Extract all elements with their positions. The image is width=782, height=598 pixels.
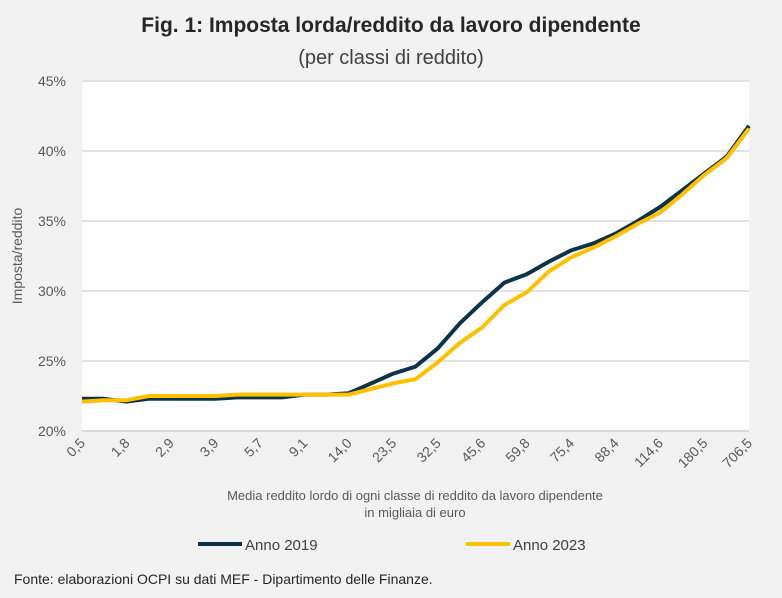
chart-title: Fig. 1: Imposta lorda/reddito da lavoro … (141, 14, 640, 37)
x-tick-label: 2,9 (152, 435, 177, 460)
legend: Anno 2019 Anno 2023 (198, 537, 586, 554)
y-axis-label: Imposta/reddito (9, 208, 25, 305)
x-tick-label: 14,0 (324, 435, 355, 466)
x-tick-label: 180,5 (675, 435, 711, 471)
series-line-anno-2023 (81, 127, 751, 404)
x-axis-label-line1: Media reddito lordo di ogni classe di re… (227, 488, 603, 503)
x-tick-label: 59,8 (502, 435, 533, 466)
x-axis-label-line2: in migliaia di euro (364, 505, 465, 520)
y-tick-label: 40% (38, 143, 66, 159)
legend-label-2019: Anno 2019 (245, 537, 318, 554)
x-tick-label: 75,4 (547, 435, 578, 466)
x-tick-label: 1,8 (108, 435, 133, 460)
x-tick-label: 23,5 (369, 435, 400, 466)
x-tick-label: 88,4 (591, 435, 622, 466)
x-tick-label: 3,9 (196, 435, 221, 460)
chart-subtitle: (per classi di reddito) (298, 47, 484, 69)
x-tick-label: 5,7 (241, 435, 266, 460)
y-tick-label: 20% (38, 423, 66, 439)
series-line-anno-2019 (82, 124, 751, 404)
y-tick-label: 30% (38, 283, 66, 299)
x-tick-label: 9,1 (285, 435, 310, 460)
plot-area (82, 81, 749, 431)
x-tick-label: 114,6 (631, 435, 667, 471)
legend-label-2023: Anno 2023 (513, 537, 586, 554)
y-tick-label: 35% (38, 213, 66, 229)
y-tick-label: 25% (38, 353, 66, 369)
x-tick-label: 0,5 (63, 435, 88, 460)
x-tick-label: 706,5 (719, 435, 755, 471)
x-tick-label: 45,6 (458, 435, 489, 466)
source-note: Fonte: elaborazioni OCPI su dati MEF - D… (14, 571, 433, 587)
x-tick-label: 32,5 (413, 435, 444, 466)
y-tick-label: 45% (38, 73, 66, 89)
